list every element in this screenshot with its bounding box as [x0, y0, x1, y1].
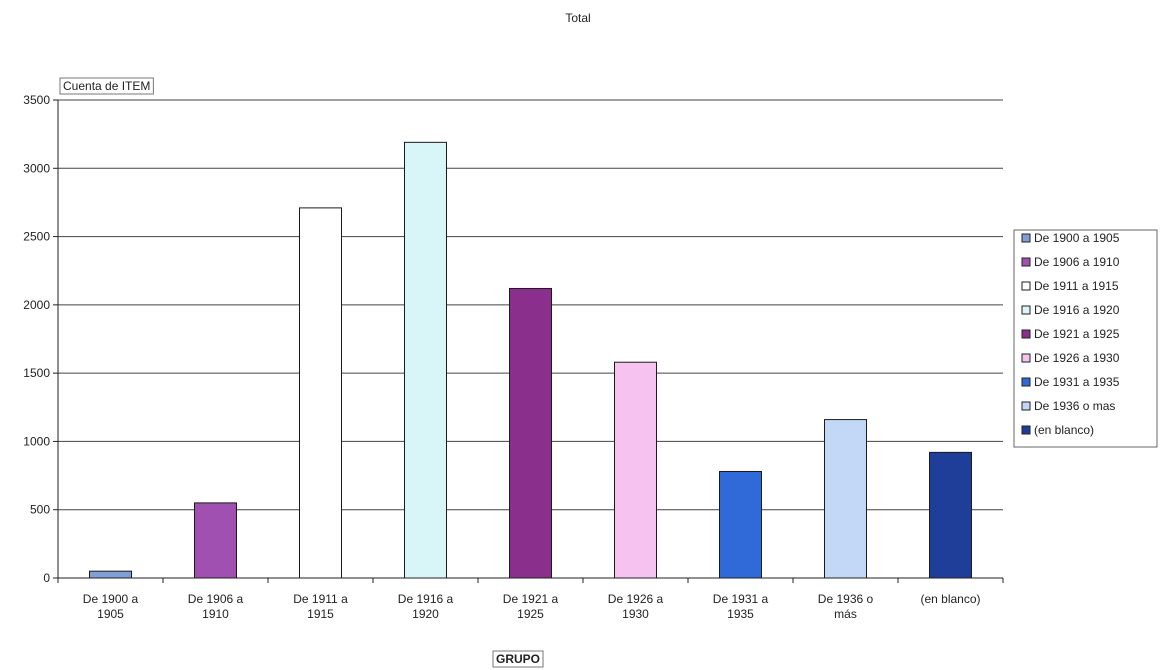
- x-tick-label-line: De 1936 o: [818, 592, 874, 606]
- y-tick-label: 3500: [23, 93, 50, 107]
- y-tick-label: 500: [30, 503, 50, 517]
- x-tick-label-line: De 1911 a: [293, 592, 348, 606]
- legend-swatch-9: [1021, 425, 1031, 435]
- legend-swatch-1: [1021, 233, 1031, 243]
- bar-6: [614, 361, 657, 579]
- x-tick-label-line: De 1916 a: [398, 592, 454, 606]
- legend-swatch-3: [1021, 281, 1031, 291]
- legend-label-6: De 1926 a 1930: [1034, 351, 1120, 365]
- bar-7: [719, 470, 762, 579]
- legend-swatch-4: [1021, 305, 1031, 315]
- y-tick-label: 1500: [23, 366, 50, 380]
- legend-box: [1013, 229, 1158, 448]
- y-tick-label: 0: [43, 571, 50, 585]
- x-tick-label: De 1931 a 1935: [713, 592, 769, 621]
- legend-label-9: (en blanco): [1034, 423, 1094, 437]
- x-axis-label-box: [492, 650, 544, 668]
- x-tick-label-line: (en blanco): [920, 592, 980, 606]
- x-axis-label: GRUPO: [496, 652, 540, 666]
- x-tick-label: De 1916 a 1920: [398, 592, 454, 621]
- x-tick-label-line: De 1906 a: [188, 592, 244, 606]
- bar-4: [404, 141, 447, 579]
- bar-1: [89, 570, 132, 579]
- x-tick-label-line: De 1926 a: [608, 592, 664, 606]
- chart-title: Total: [565, 11, 590, 25]
- x-tick-label-line: De 1921 a: [503, 592, 559, 606]
- legend: De 1900 a 1905 De 1906 a 1910 De 1911 a 19…: [1013, 229, 1158, 448]
- legend-swatch-6: [1021, 353, 1031, 363]
- x-tick-label-line: 1935: [727, 607, 754, 621]
- y-ticks: 0 500 1000 1500 2000 2500 3000 3500: [23, 93, 58, 585]
- bar-5: [509, 287, 552, 579]
- bar-9: [929, 451, 972, 579]
- legend-label-8: De 1936 o mas: [1034, 399, 1115, 413]
- y-axis-label-box: [59, 77, 154, 95]
- x-tick-label: De 1900 a 1905: [83, 592, 139, 621]
- legend-label-3: De 1911 a 1915: [1034, 279, 1119, 293]
- x-tick-label-line: 1910: [202, 607, 229, 621]
- x-tick-label-line: De 1931 a: [713, 592, 769, 606]
- legend-label-4: De 1916 a 1920: [1034, 303, 1120, 317]
- legend-swatch-5: [1021, 329, 1031, 339]
- y-tick-label: 3000: [23, 161, 50, 175]
- x-tick-label: (en blanco): [920, 592, 980, 606]
- legend-label-1: De 1900 a 1905: [1034, 231, 1120, 245]
- x-tick-label: De 1906 a 1910: [188, 592, 244, 621]
- x-tick-label: De 1921 a 1925: [503, 592, 559, 621]
- y-axis-label: Cuenta de ITEM: [63, 79, 150, 93]
- legend-label-5: De 1921 a 1925: [1034, 327, 1120, 341]
- bar-3: [299, 207, 342, 579]
- bar-8: [824, 419, 867, 579]
- y-tick-label: 1000: [23, 434, 50, 448]
- x-tick-label-line: más: [834, 607, 857, 621]
- legend-swatch-2: [1021, 257, 1031, 267]
- legend-swatch-8: [1021, 401, 1031, 411]
- x-tick-label-line: 1920: [412, 607, 439, 621]
- x-tick-label-line: 1905: [97, 607, 124, 621]
- bar-2: [194, 502, 237, 579]
- x-tick-label-line: 1930: [622, 607, 649, 621]
- legend-swatch-7: [1021, 377, 1031, 387]
- x-tick-label: De 1936 o más: [818, 592, 874, 621]
- legend-label-7: De 1931 a 1935: [1034, 375, 1120, 389]
- legend-label-2: De 1906 a 1910: [1034, 255, 1120, 269]
- bars: [89, 141, 972, 579]
- x-tick-label: De 1926 a 1930: [608, 592, 664, 621]
- x-tick-label-line: 1915: [307, 607, 334, 621]
- y-tick-label: 2500: [23, 230, 50, 244]
- x-tick-label: De 1911 a 1915: [293, 592, 348, 621]
- x-tick-label-line: 1925: [517, 607, 544, 621]
- x-tick-label-line: De 1900 a: [83, 592, 139, 606]
- y-tick-label: 2000: [23, 298, 50, 312]
